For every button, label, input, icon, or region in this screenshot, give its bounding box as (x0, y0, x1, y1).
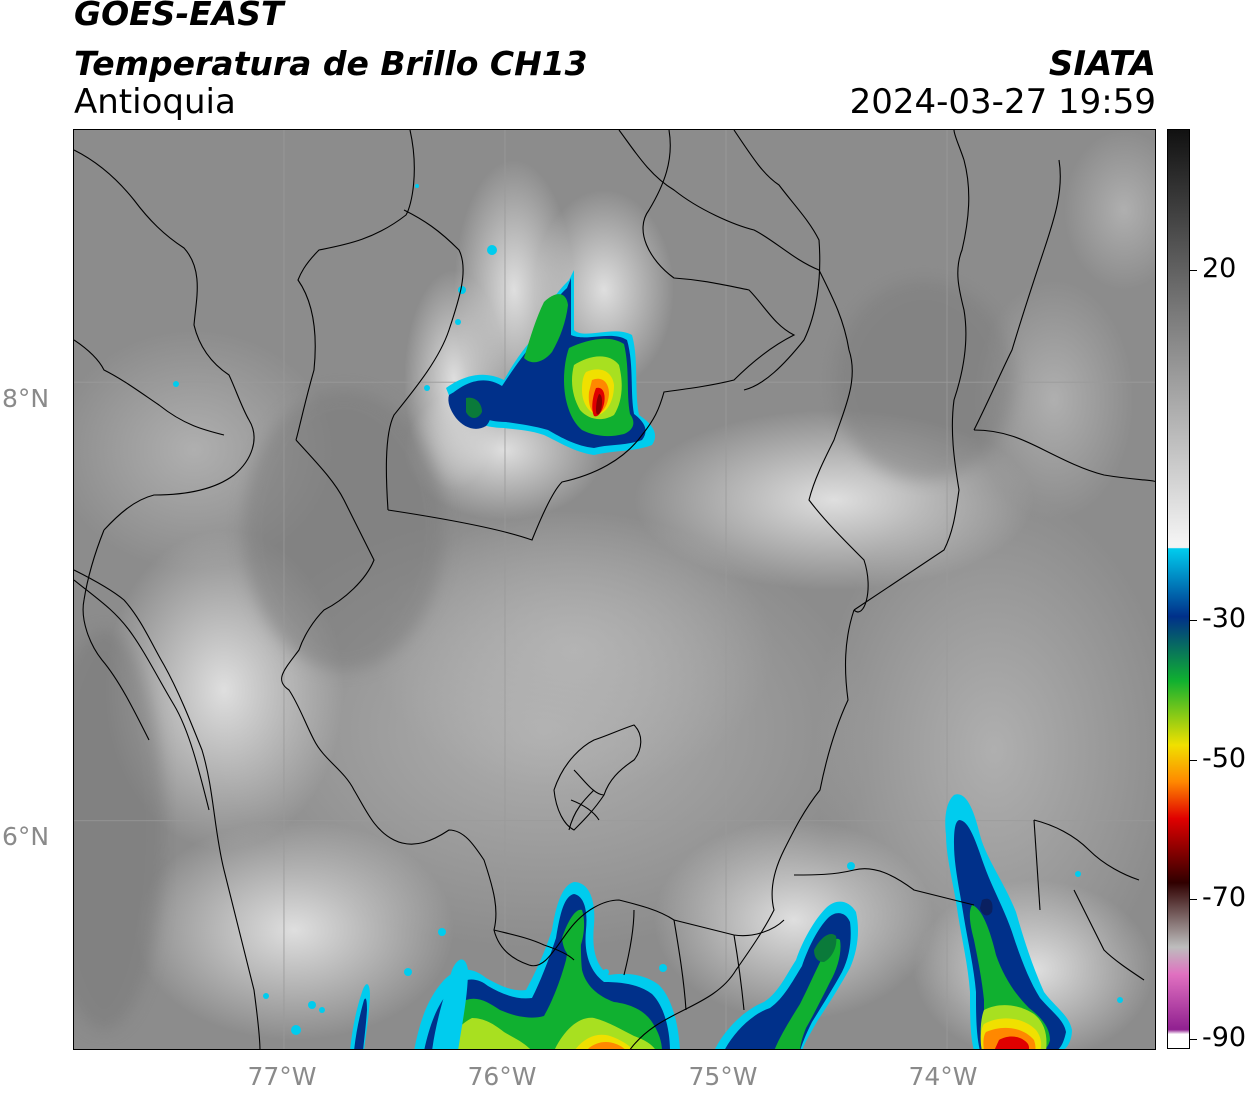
colorbar-tick-minus90 (1190, 1039, 1197, 1040)
satellite-title: GOES-EAST (74, 0, 284, 33)
lon-label-74w: 74°W (908, 1062, 978, 1091)
region-label: Antioquia (74, 82, 236, 122)
colorbar-label-minus90: -90 (1202, 1022, 1247, 1053)
colorbar (1167, 129, 1190, 1049)
colorbar-tick-minus50 (1190, 760, 1197, 761)
organization-label: SIATA (1048, 44, 1156, 84)
colorbar-tick-20 (1190, 270, 1197, 271)
map-canvas (74, 130, 1155, 1049)
lon-label-76w: 76°W (467, 1062, 537, 1091)
lon-label-77w: 77°W (247, 1062, 317, 1091)
colorbar-tick-minus30 (1190, 620, 1197, 621)
satellite-map[interactable] (73, 129, 1156, 1050)
storm-cell-north (173, 184, 656, 455)
lat-label-8n: 8°N (2, 384, 50, 413)
colorbar-label-minus70: -70 (1202, 882, 1247, 913)
boundary-lines (74, 130, 1155, 1049)
product-title: Temperatura de Brillo CH13 (74, 44, 588, 83)
colorbar-label-minus50: -50 (1202, 743, 1247, 774)
colorbar-label-20: 20 (1202, 253, 1237, 284)
storm-cell-southeast (945, 794, 1072, 1049)
storm-cells-south (263, 862, 1123, 1049)
cloud-field (74, 130, 1155, 1049)
lon-label-75w: 75°W (688, 1062, 758, 1091)
datetime-label: 2024-03-27 19:59 (849, 82, 1156, 122)
colorbar-tick-minus70 (1190, 899, 1197, 900)
colorbar-label-minus30: -30 (1202, 603, 1247, 634)
lat-label-6n: 6°N (2, 822, 50, 851)
